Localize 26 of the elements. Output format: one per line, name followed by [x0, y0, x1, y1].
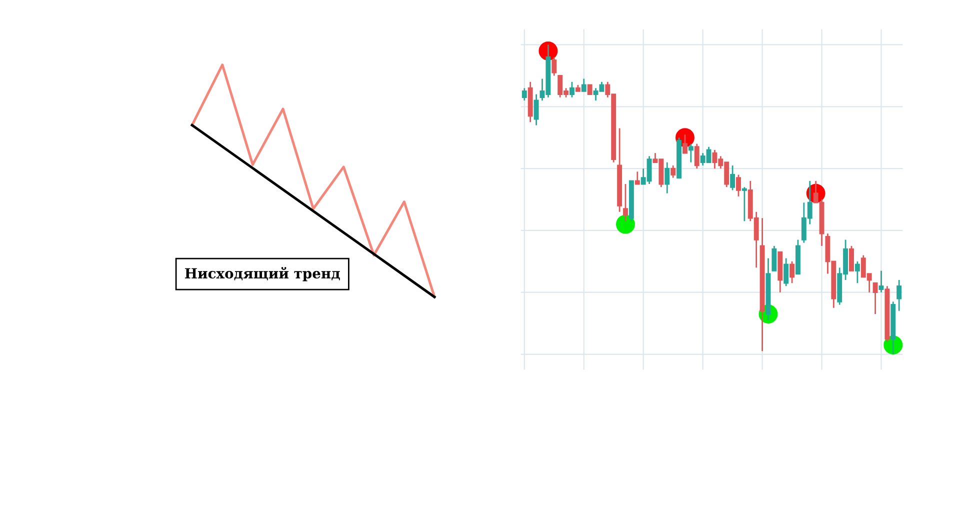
candlestick: [772, 245, 777, 272]
candlestick: [688, 143, 694, 164]
candlestick: [664, 162, 670, 194]
candlestick: [552, 56, 557, 76]
candlestick: [790, 260, 794, 284]
candlestick: [682, 134, 688, 154]
candlestick: [634, 170, 640, 185]
candlestick: [569, 81, 574, 98]
candlestick: [587, 84, 592, 95]
candlestick: [872, 282, 878, 315]
candlestick: [522, 87, 527, 102]
candlestick: [581, 78, 586, 92]
candlestick: [784, 258, 789, 287]
point: [616, 214, 635, 234]
candlestick: [736, 174, 741, 198]
candlestick: [670, 164, 676, 179]
candlestick: [534, 94, 539, 126]
candlestick: [878, 270, 884, 294]
candlestick: [694, 143, 700, 170]
candlestick: [896, 279, 902, 312]
candlestick: [742, 186, 747, 222]
annotation: Нисходящий тренд: [185, 266, 340, 282]
candlestick: [623, 183, 628, 222]
candlestick: [730, 164, 736, 191]
candlestick: [854, 260, 860, 284]
candlestick: [849, 245, 854, 272]
